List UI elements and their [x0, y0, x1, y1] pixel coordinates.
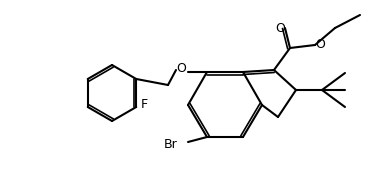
Text: F: F [141, 98, 148, 111]
Text: O: O [176, 62, 186, 75]
Text: O: O [275, 22, 285, 35]
Text: O: O [315, 38, 325, 51]
Text: Br: Br [164, 137, 178, 151]
